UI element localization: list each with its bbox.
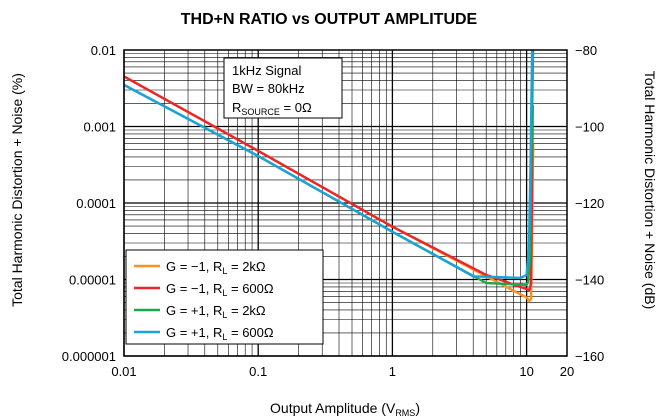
legend-label: G = +1, RL = 600Ω: [166, 325, 274, 342]
x-tick-label: 0.1: [249, 364, 267, 379]
y-tick-label-left: 0.00001: [69, 273, 116, 288]
y-axis-label-right: Total Harmonic Distortion + Noise (dB): [642, 71, 658, 309]
legend-label: G = −1, RL = 2kΩ: [166, 259, 266, 276]
x-tick-label: 20: [560, 364, 574, 379]
y-tick-label-right: −80: [575, 43, 597, 58]
annotation-signal: 1kHz Signal: [232, 63, 301, 78]
series-group: [124, 50, 535, 303]
x-tick-label: 1: [389, 364, 396, 379]
annotation-rsource: RSOURCE = 0Ω: [232, 100, 312, 117]
y-tick-label-left: 0.000001: [62, 349, 116, 364]
tick-labels: 0.01 0.1 1 10 20 0.01 0.001 0.0001 0.00001 0.0000…: [62, 43, 605, 379]
x-axis-label: Output Amplitude (VRMS): [270, 400, 420, 418]
y-tick-label-right: −100: [575, 120, 604, 135]
annotation-box: 1kHz Signal BW = 80kHz RSOURCE = 0Ω: [223, 57, 343, 119]
legend: G = −1, RL = 2kΩ G = −1, RL = 600Ω G = +1,…: [125, 249, 324, 345]
annotation-bandwidth: BW = 80kHz: [232, 81, 305, 96]
y-tick-label-left: 0.0001: [76, 196, 116, 211]
chart-title: THD+N RATIO vs OUTPUT AMPLITUDE: [181, 11, 478, 28]
y-axis-label-left: Total Harmonic Distortion + Noise (%): [9, 73, 25, 307]
x-tick-label: 0.01: [111, 364, 136, 379]
legend-label: G = +1, RL = 2kΩ: [166, 303, 266, 320]
plot-frame: [123, 49, 568, 357]
y-tick-label-right: −120: [575, 196, 604, 211]
series-line-2: [124, 75, 534, 292]
series-line-4: [124, 50, 534, 280]
legend-label: G = −1, RL = 600Ω: [166, 281, 274, 298]
y-tick-label-left: 0.01: [91, 43, 116, 58]
y-tick-label-right: −140: [575, 273, 604, 288]
x-tick-label: 10: [519, 364, 533, 379]
y-tick-label-left: 0.001: [83, 120, 116, 135]
y-tick-label-right: −160: [575, 349, 604, 364]
